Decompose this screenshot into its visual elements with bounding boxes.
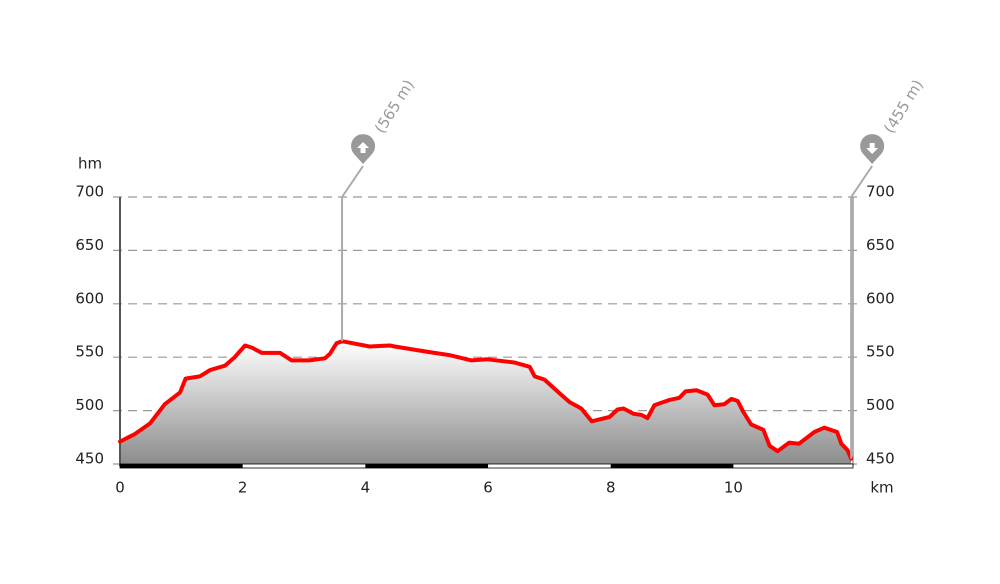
y-tick-label: 500 bbox=[75, 396, 104, 414]
y2-tick-label: 550 bbox=[866, 343, 895, 361]
y2-tick-label: 500 bbox=[866, 396, 895, 414]
annotation-leader bbox=[850, 165, 873, 459]
annotation-leader bbox=[341, 165, 364, 342]
annotation-label: (565 m) bbox=[371, 76, 418, 136]
x-tick-label: 2 bbox=[238, 479, 248, 497]
x-tick-label: 6 bbox=[483, 479, 493, 497]
y2-tick-label: 700 bbox=[866, 183, 895, 201]
x-axis-segment bbox=[365, 464, 489, 468]
x-axis-segment bbox=[120, 464, 243, 468]
x-tick-label: 4 bbox=[361, 479, 371, 497]
x-tick-label: 0 bbox=[115, 479, 125, 497]
y-tick-label: 600 bbox=[75, 289, 104, 307]
x-tick-label: 8 bbox=[606, 479, 616, 497]
y-tick-label: 650 bbox=[75, 236, 104, 254]
y-tick-label: 450 bbox=[75, 450, 104, 468]
y-tick-label: 550 bbox=[75, 343, 104, 361]
y2-tick-label: 650 bbox=[866, 236, 895, 254]
elevation-area bbox=[120, 341, 852, 464]
annotation-icon bbox=[866, 143, 879, 154]
elevation-line bbox=[118, 339, 854, 461]
y2-tick-label: 450 bbox=[866, 450, 895, 468]
annotation-icon bbox=[357, 142, 370, 153]
x-axis-segment bbox=[610, 464, 734, 468]
x-unit: km bbox=[870, 479, 893, 497]
y-tick-label: 700 bbox=[75, 183, 104, 201]
annotation-label: (455 m) bbox=[880, 76, 927, 136]
x-tick-label: 10 bbox=[724, 479, 743, 497]
y-unit: hm bbox=[78, 155, 102, 173]
y2-tick-label: 600 bbox=[866, 289, 895, 307]
